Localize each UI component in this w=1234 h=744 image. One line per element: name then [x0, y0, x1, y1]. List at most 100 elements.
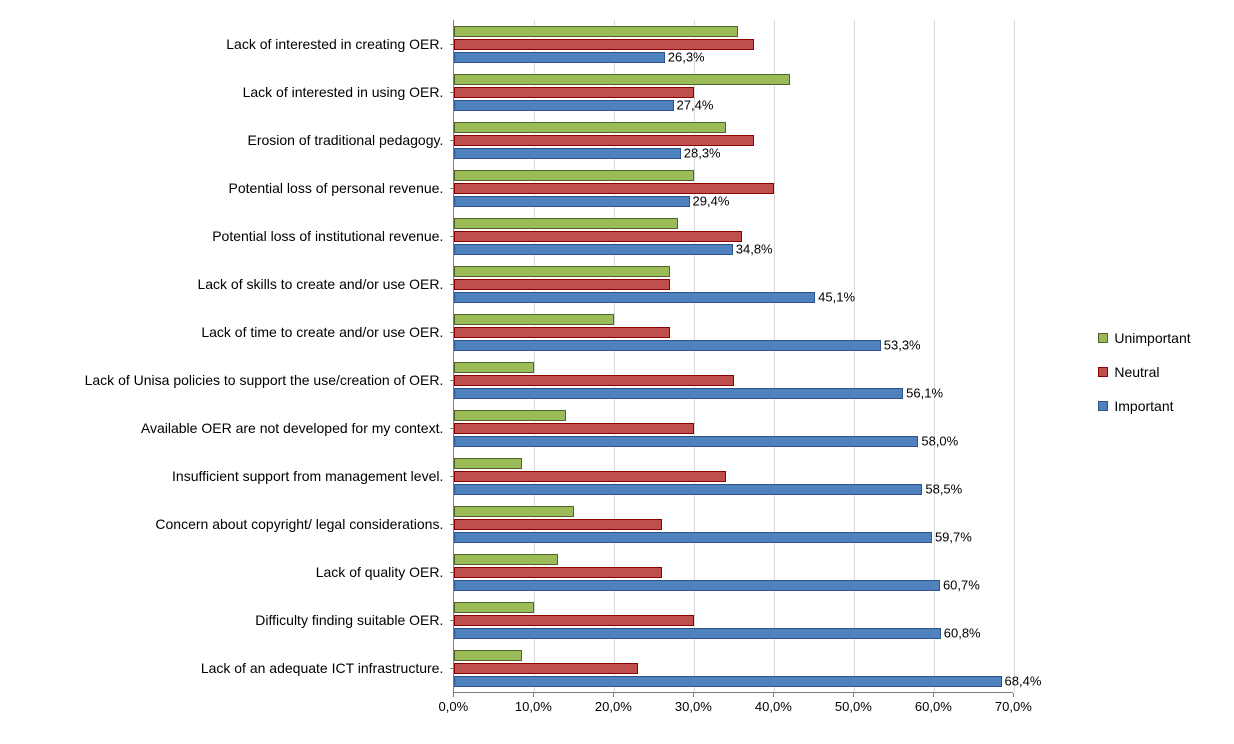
category-label: Concern about copyright/ legal considera… — [43, 500, 453, 548]
bar-neutral — [454, 615, 694, 626]
bar-important: 27,4% — [454, 100, 673, 111]
y-tick-mark — [450, 92, 454, 93]
bar-row — [454, 278, 1013, 291]
legend-swatch — [1098, 401, 1108, 411]
x-tick-mark — [773, 693, 774, 697]
value-label: 60,8% — [944, 626, 981, 641]
bar-row: 60,8% — [454, 627, 1013, 640]
bar-group: 28,3% — [454, 116, 1013, 164]
bar-group: 45,1% — [454, 260, 1013, 308]
y-axis-labels: Lack of interested in creating OER.Lack … — [43, 20, 453, 693]
y-tick-mark — [450, 236, 454, 237]
category-label: Insufficient support from management lev… — [43, 452, 453, 500]
bar-unimportant — [454, 458, 522, 469]
bar-neutral — [454, 87, 694, 98]
category-label: Potential loss of personal revenue. — [43, 164, 453, 212]
y-tick-mark — [450, 140, 454, 141]
bar-group: 60,8% — [454, 596, 1013, 644]
bar-row — [454, 265, 1013, 278]
y-tick-mark — [450, 332, 454, 333]
bar-row — [454, 361, 1013, 374]
y-tick-mark — [450, 44, 454, 45]
bar-neutral — [454, 375, 734, 386]
bar-important: 58,5% — [454, 484, 922, 495]
x-axis: 0,0%10,0%20,0%30,0%40,0%50,0%60,0%70,0% — [453, 693, 1013, 723]
bar-row: 60,7% — [454, 579, 1013, 592]
bar-unimportant — [454, 506, 574, 517]
category-label: Lack of interested in using OER. — [43, 68, 453, 116]
value-label: 60,7% — [943, 578, 980, 593]
x-tick-label: 10,0% — [515, 699, 552, 714]
legend-item-unimportant: Unimportant — [1098, 330, 1190, 346]
bar-group: 59,7% — [454, 500, 1013, 548]
y-tick-mark — [450, 428, 454, 429]
bar-important: 53,3% — [454, 340, 880, 351]
y-tick-mark — [450, 620, 454, 621]
x-tick-label: 0,0% — [439, 699, 469, 714]
bars-layer: 26,3% 27,4% 28,3% 29,4% 34,8% 45,1% 53,3% 56,1%… — [454, 20, 1013, 692]
x-tick-label: 60,0% — [915, 699, 952, 714]
bar-row: 58,5% — [454, 483, 1013, 496]
bar-important: 29,4% — [454, 196, 689, 207]
bar-row: 28,3% — [454, 147, 1013, 160]
legend-item-neutral: Neutral — [1098, 364, 1190, 380]
bar-important: 60,7% — [454, 580, 940, 591]
legend-item-important: Important — [1098, 398, 1190, 414]
x-tick-label: 50,0% — [835, 699, 872, 714]
bar-group: 56,1% — [454, 356, 1013, 404]
value-label: 58,0% — [921, 434, 958, 449]
category-label: Lack of Unisa policies to support the us… — [43, 356, 453, 404]
value-label: 56,1% — [906, 386, 943, 401]
x-tick-mark — [853, 693, 854, 697]
category-label: Lack of skills to create and/or use OER. — [43, 260, 453, 308]
bar-neutral — [454, 423, 694, 434]
category-label: Lack of an adequate ICT infrastructure. — [43, 644, 453, 692]
y-tick-mark — [450, 668, 454, 669]
bar-row: 45,1% — [454, 291, 1013, 304]
y-tick-mark — [450, 572, 454, 573]
bar-neutral — [454, 519, 662, 530]
y-tick-mark — [450, 524, 454, 525]
x-axis-spacer — [43, 693, 453, 723]
bar-neutral — [454, 183, 774, 194]
x-tick-mark — [453, 693, 454, 697]
value-label: 45,1% — [818, 290, 855, 305]
legend-label: Unimportant — [1114, 330, 1190, 346]
x-axis-row: 0,0%10,0%20,0%30,0%40,0%50,0%60,0%70,0% — [43, 693, 1013, 723]
bar-neutral — [454, 231, 742, 242]
bar-important: 45,1% — [454, 292, 815, 303]
bar-important: 26,3% — [454, 52, 664, 63]
value-label: 68,4% — [1005, 674, 1042, 689]
bar-row — [454, 38, 1013, 51]
bar-group: 29,4% — [454, 164, 1013, 212]
bar-row — [454, 566, 1013, 579]
bar-row — [454, 601, 1013, 614]
bar-row — [454, 409, 1013, 422]
bar-row — [454, 326, 1013, 339]
value-label: 27,4% — [677, 98, 714, 113]
legend-label: Important — [1114, 398, 1173, 414]
bar-unimportant — [454, 266, 670, 277]
bar-important: 58,0% — [454, 436, 918, 447]
bar-unimportant — [454, 650, 522, 661]
bar-unimportant — [454, 314, 614, 325]
bar-row — [454, 518, 1013, 531]
category-label: Available OER are not developed for my c… — [43, 404, 453, 452]
bar-row: 68,4% — [454, 675, 1013, 688]
chart-main: Lack of interested in creating OER.Lack … — [43, 20, 1013, 723]
bar-important: 60,8% — [454, 628, 940, 639]
bar-group: 68,4% — [454, 644, 1013, 692]
category-label: Difficulty finding suitable OER. — [43, 596, 453, 644]
value-label: 29,4% — [693, 194, 730, 209]
bar-row — [454, 182, 1013, 195]
bar-row — [454, 73, 1013, 86]
value-label: 34,8% — [736, 242, 773, 257]
bar-neutral — [454, 279, 670, 290]
category-label: Potential loss of institutional revenue. — [43, 212, 453, 260]
bar-row: 58,0% — [454, 435, 1013, 448]
bar-unimportant — [454, 218, 678, 229]
legend-swatch — [1098, 333, 1108, 343]
bar-row: 53,3% — [454, 339, 1013, 352]
legend: Unimportant Neutral Important — [1098, 330, 1190, 414]
plot-area: 26,3% 27,4% 28,3% 29,4% 34,8% 45,1% 53,3% 56,1%… — [453, 20, 1013, 693]
